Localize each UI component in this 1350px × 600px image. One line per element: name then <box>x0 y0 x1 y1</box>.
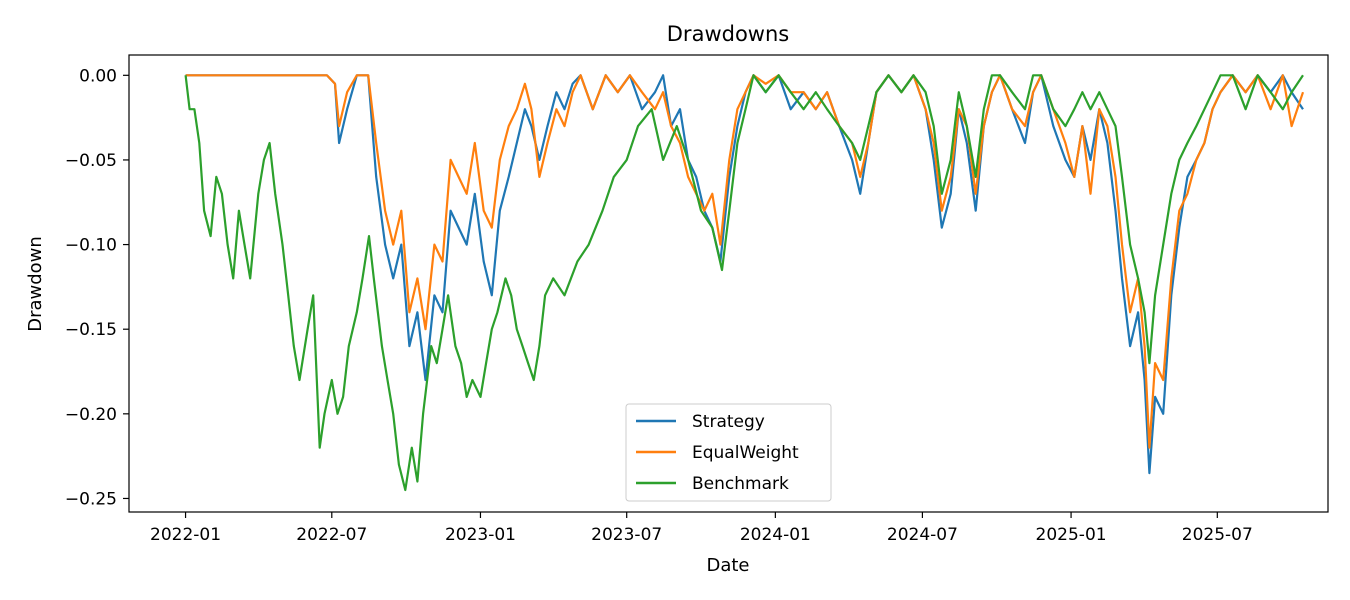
x-tick-label: 2022-07 <box>296 525 367 545</box>
x-tick-label: 2025-07 <box>1182 525 1253 545</box>
legend-label-strategy: Strategy <box>692 412 765 432</box>
y-tick-label: −0.15 <box>65 320 117 340</box>
y-axis-label: Drawdown <box>25 236 46 332</box>
y-tick-label: 0.00 <box>79 66 117 86</box>
y-tick-label: −0.10 <box>65 236 117 256</box>
y-tick-label: −0.20 <box>65 405 117 425</box>
plot-frame <box>128 54 1329 513</box>
x-tick-label: 2024-07 <box>887 525 958 545</box>
legend: Strategy EqualWeight Benchmark <box>625 403 832 502</box>
legend-box <box>625 403 832 502</box>
y-tick-label: −0.25 <box>65 489 117 509</box>
x-tick-label: 2025-01 <box>1036 525 1107 545</box>
x-axis: 2022-01 2022-07 2023-01 2023-07 2024-01 2024-… <box>150 512 1253 545</box>
series-layer <box>184 74 1305 492</box>
y-axis: 0.00 −0.05 −0.10 −0.15 −0.20 −0.25 <box>65 66 129 509</box>
legend-label-equalweight: EqualWeight <box>692 443 799 463</box>
x-tick-label: 2022-01 <box>150 525 221 545</box>
x-tick-label: 2023-07 <box>591 525 662 545</box>
legend-label-benchmark: Benchmark <box>692 474 789 494</box>
x-tick-label: 2023-01 <box>445 525 516 545</box>
chart-title: Drawdowns <box>667 22 789 46</box>
x-tick-label: 2024-01 <box>740 525 811 545</box>
x-axis-label: Date <box>706 555 749 576</box>
y-tick-label: −0.05 <box>65 151 117 171</box>
series-line-benchmark <box>184 74 1304 492</box>
